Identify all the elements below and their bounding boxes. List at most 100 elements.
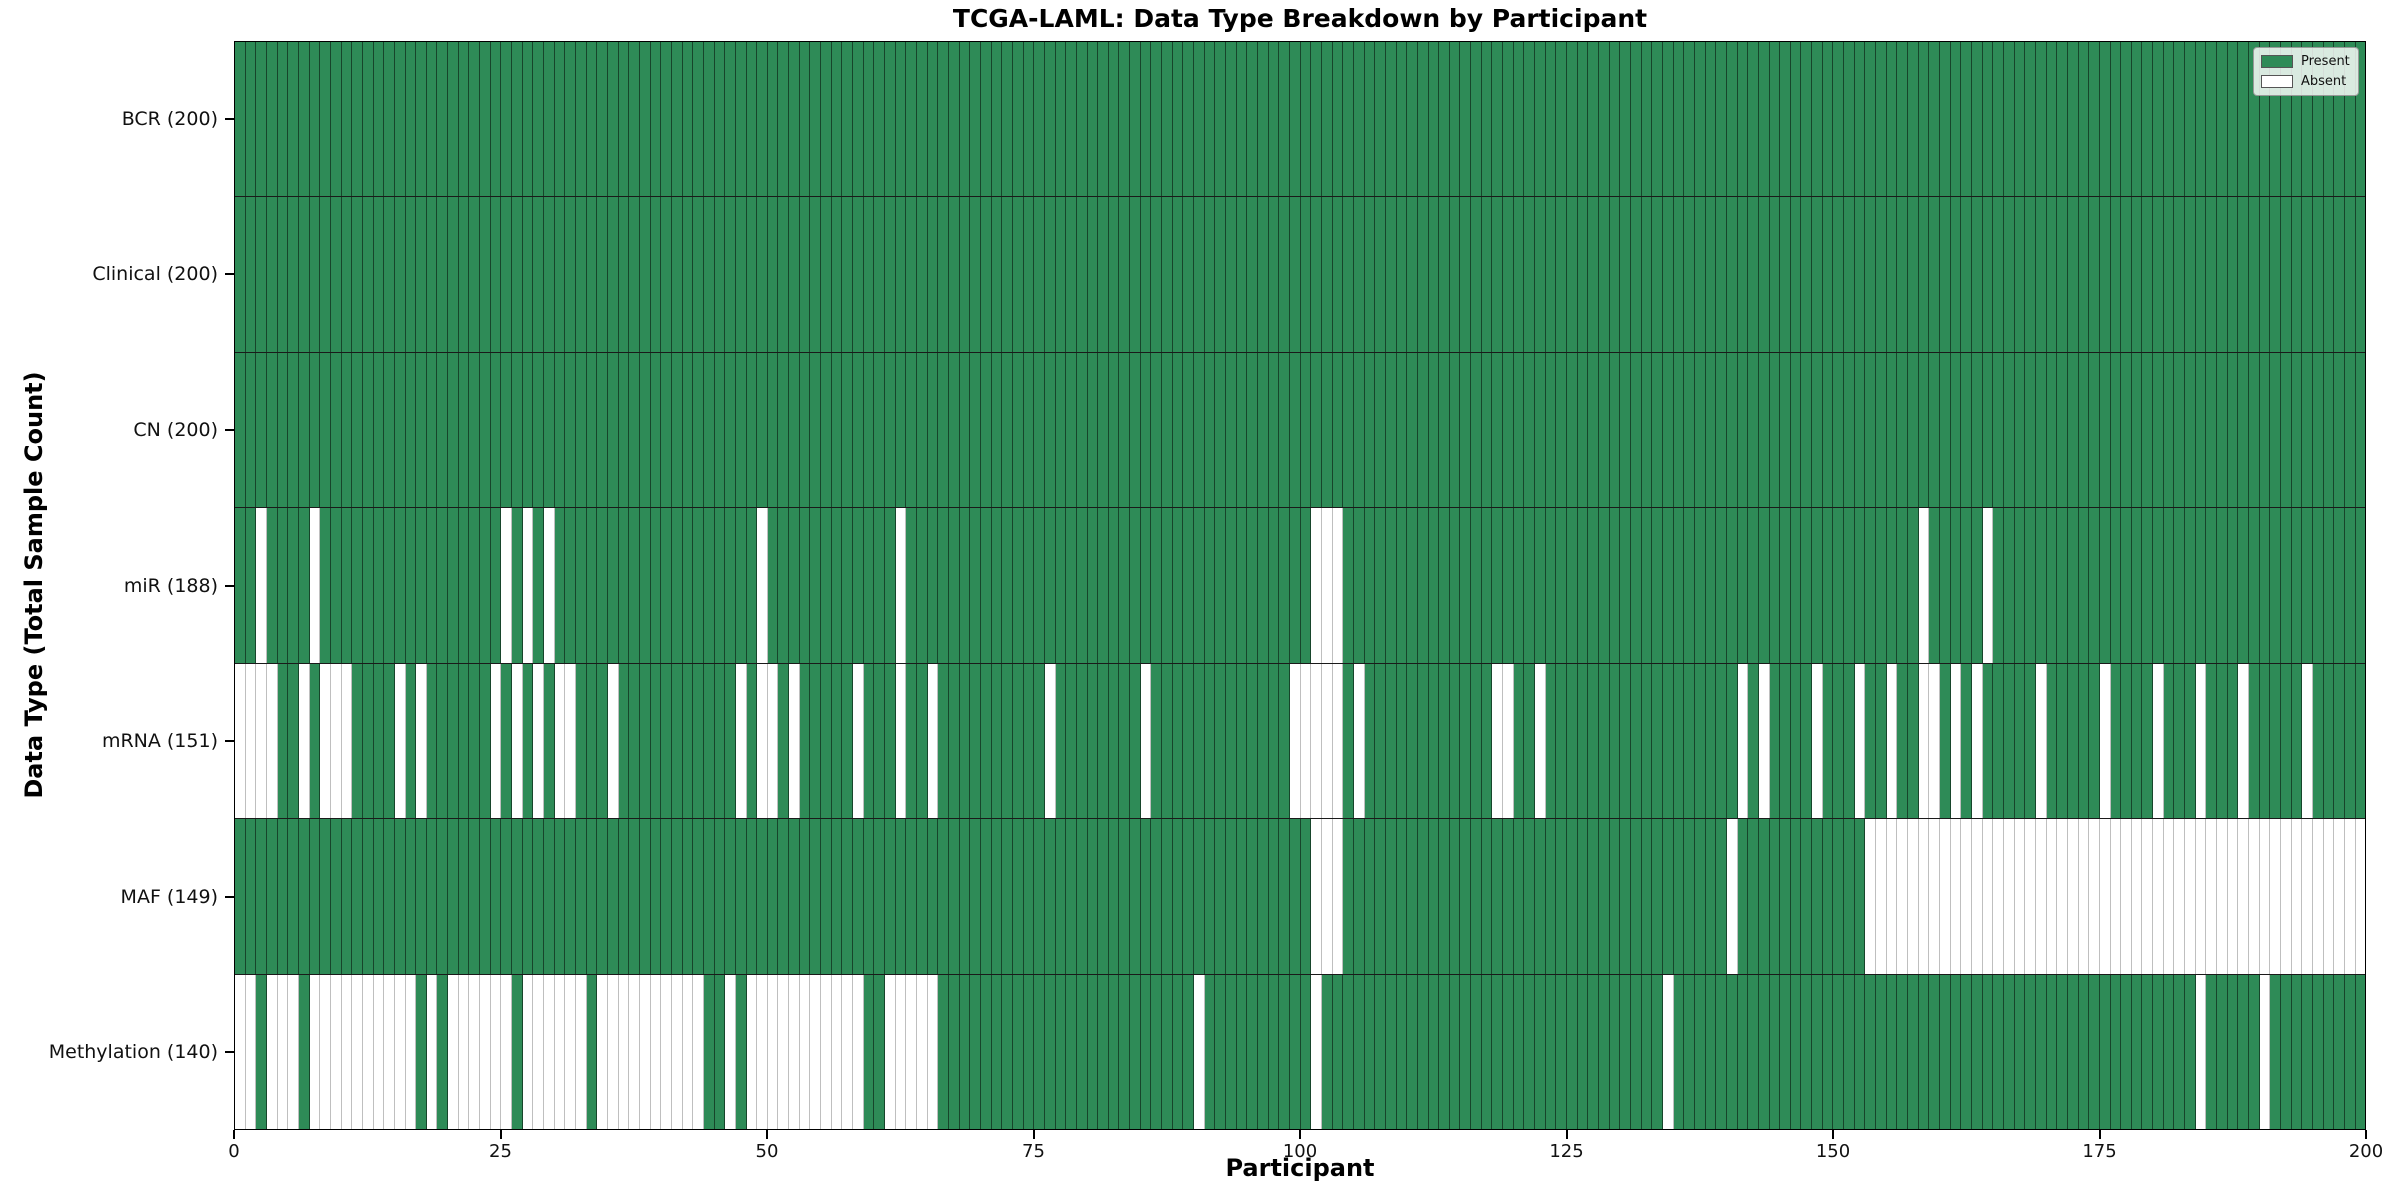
cell — [1833, 42, 1845, 197]
cell — [1183, 974, 1195, 1129]
x-axis-title: Participant — [1225, 1154, 1375, 1182]
cell — [490, 42, 502, 197]
cell — [2089, 974, 2100, 1129]
cell — [1971, 42, 1983, 197]
cell — [1481, 974, 1493, 1129]
cell — [1236, 508, 1248, 663]
cell — [2174, 508, 2186, 663]
cell — [2035, 974, 2047, 1129]
cell — [991, 974, 1003, 1129]
cell — [1289, 42, 1301, 197]
cell — [789, 819, 800, 974]
cell — [490, 663, 502, 819]
cell — [682, 197, 694, 352]
cell — [1993, 352, 2004, 508]
cell — [1673, 197, 1685, 352]
cell — [1279, 663, 1290, 819]
cell — [1204, 508, 1216, 663]
cell — [1417, 352, 1429, 508]
cell — [266, 974, 278, 1129]
cell — [2099, 42, 2111, 197]
cell — [2067, 663, 2079, 819]
cell — [1076, 197, 1088, 352]
cell — [1844, 974, 1855, 1129]
cell — [1588, 352, 1599, 508]
cell — [426, 42, 438, 197]
row-label-miR: miR (188) — [123, 574, 218, 597]
cell — [959, 352, 971, 508]
cell — [1886, 197, 1898, 352]
cell — [959, 197, 971, 352]
cell — [1886, 352, 1898, 508]
cell — [1055, 508, 1067, 663]
cell — [735, 197, 747, 352]
cell — [1407, 974, 1418, 1129]
cell — [1950, 663, 1962, 819]
cell — [991, 508, 1003, 663]
cell — [1513, 974, 1525, 1129]
cell — [1449, 663, 1461, 819]
cell — [544, 42, 555, 197]
cell — [480, 819, 491, 974]
cell — [2344, 42, 2356, 197]
cell — [1044, 819, 1056, 974]
cell — [1609, 819, 1621, 974]
cell — [1375, 197, 1386, 352]
cell — [1332, 508, 1344, 663]
cell — [1002, 663, 1013, 819]
cell — [2153, 974, 2164, 1129]
cell — [970, 819, 981, 974]
cell — [1311, 197, 1322, 352]
cell — [309, 974, 321, 1129]
cell — [746, 508, 758, 663]
cell — [1332, 663, 1344, 819]
cell — [352, 819, 363, 974]
cell — [2355, 819, 2366, 974]
present-swatch-icon — [2261, 55, 2293, 68]
cell — [1503, 42, 1514, 197]
cell — [394, 974, 406, 1129]
cell — [1385, 352, 1397, 508]
cell — [2270, 974, 2281, 1129]
cell — [725, 974, 736, 1129]
cell — [1481, 508, 1493, 663]
cell — [1780, 508, 1791, 663]
cell — [1662, 352, 1674, 508]
cell — [2238, 42, 2250, 197]
cell — [256, 663, 267, 819]
cell — [501, 197, 513, 352]
cell — [1268, 508, 1280, 663]
cell — [1673, 819, 1685, 974]
cell — [1971, 352, 1983, 508]
cell — [2270, 819, 2281, 974]
cell — [1034, 663, 1045, 819]
cell — [1460, 663, 1472, 819]
cell — [1876, 197, 1887, 352]
cell — [1385, 663, 1397, 819]
cell — [1908, 508, 1919, 663]
cell — [1343, 197, 1354, 352]
cell — [2249, 197, 2260, 352]
cell — [320, 197, 331, 352]
cell — [1961, 663, 1972, 819]
cell — [352, 663, 363, 819]
cell — [618, 197, 630, 352]
cell — [1151, 197, 1163, 352]
cell — [1705, 663, 1717, 819]
cell — [2344, 663, 2356, 819]
cell — [778, 197, 790, 352]
cell — [512, 42, 523, 197]
cell — [576, 42, 587, 197]
cell — [458, 42, 470, 197]
cell — [1641, 663, 1653, 819]
cell — [1204, 197, 1216, 352]
cell — [1162, 974, 1173, 1129]
cell — [1886, 42, 1898, 197]
cell — [1652, 819, 1663, 974]
cell — [544, 663, 555, 819]
cell — [1172, 508, 1184, 663]
cell — [1300, 508, 1312, 663]
cell — [1897, 352, 1909, 508]
cell — [1375, 42, 1386, 197]
cell — [544, 352, 555, 508]
